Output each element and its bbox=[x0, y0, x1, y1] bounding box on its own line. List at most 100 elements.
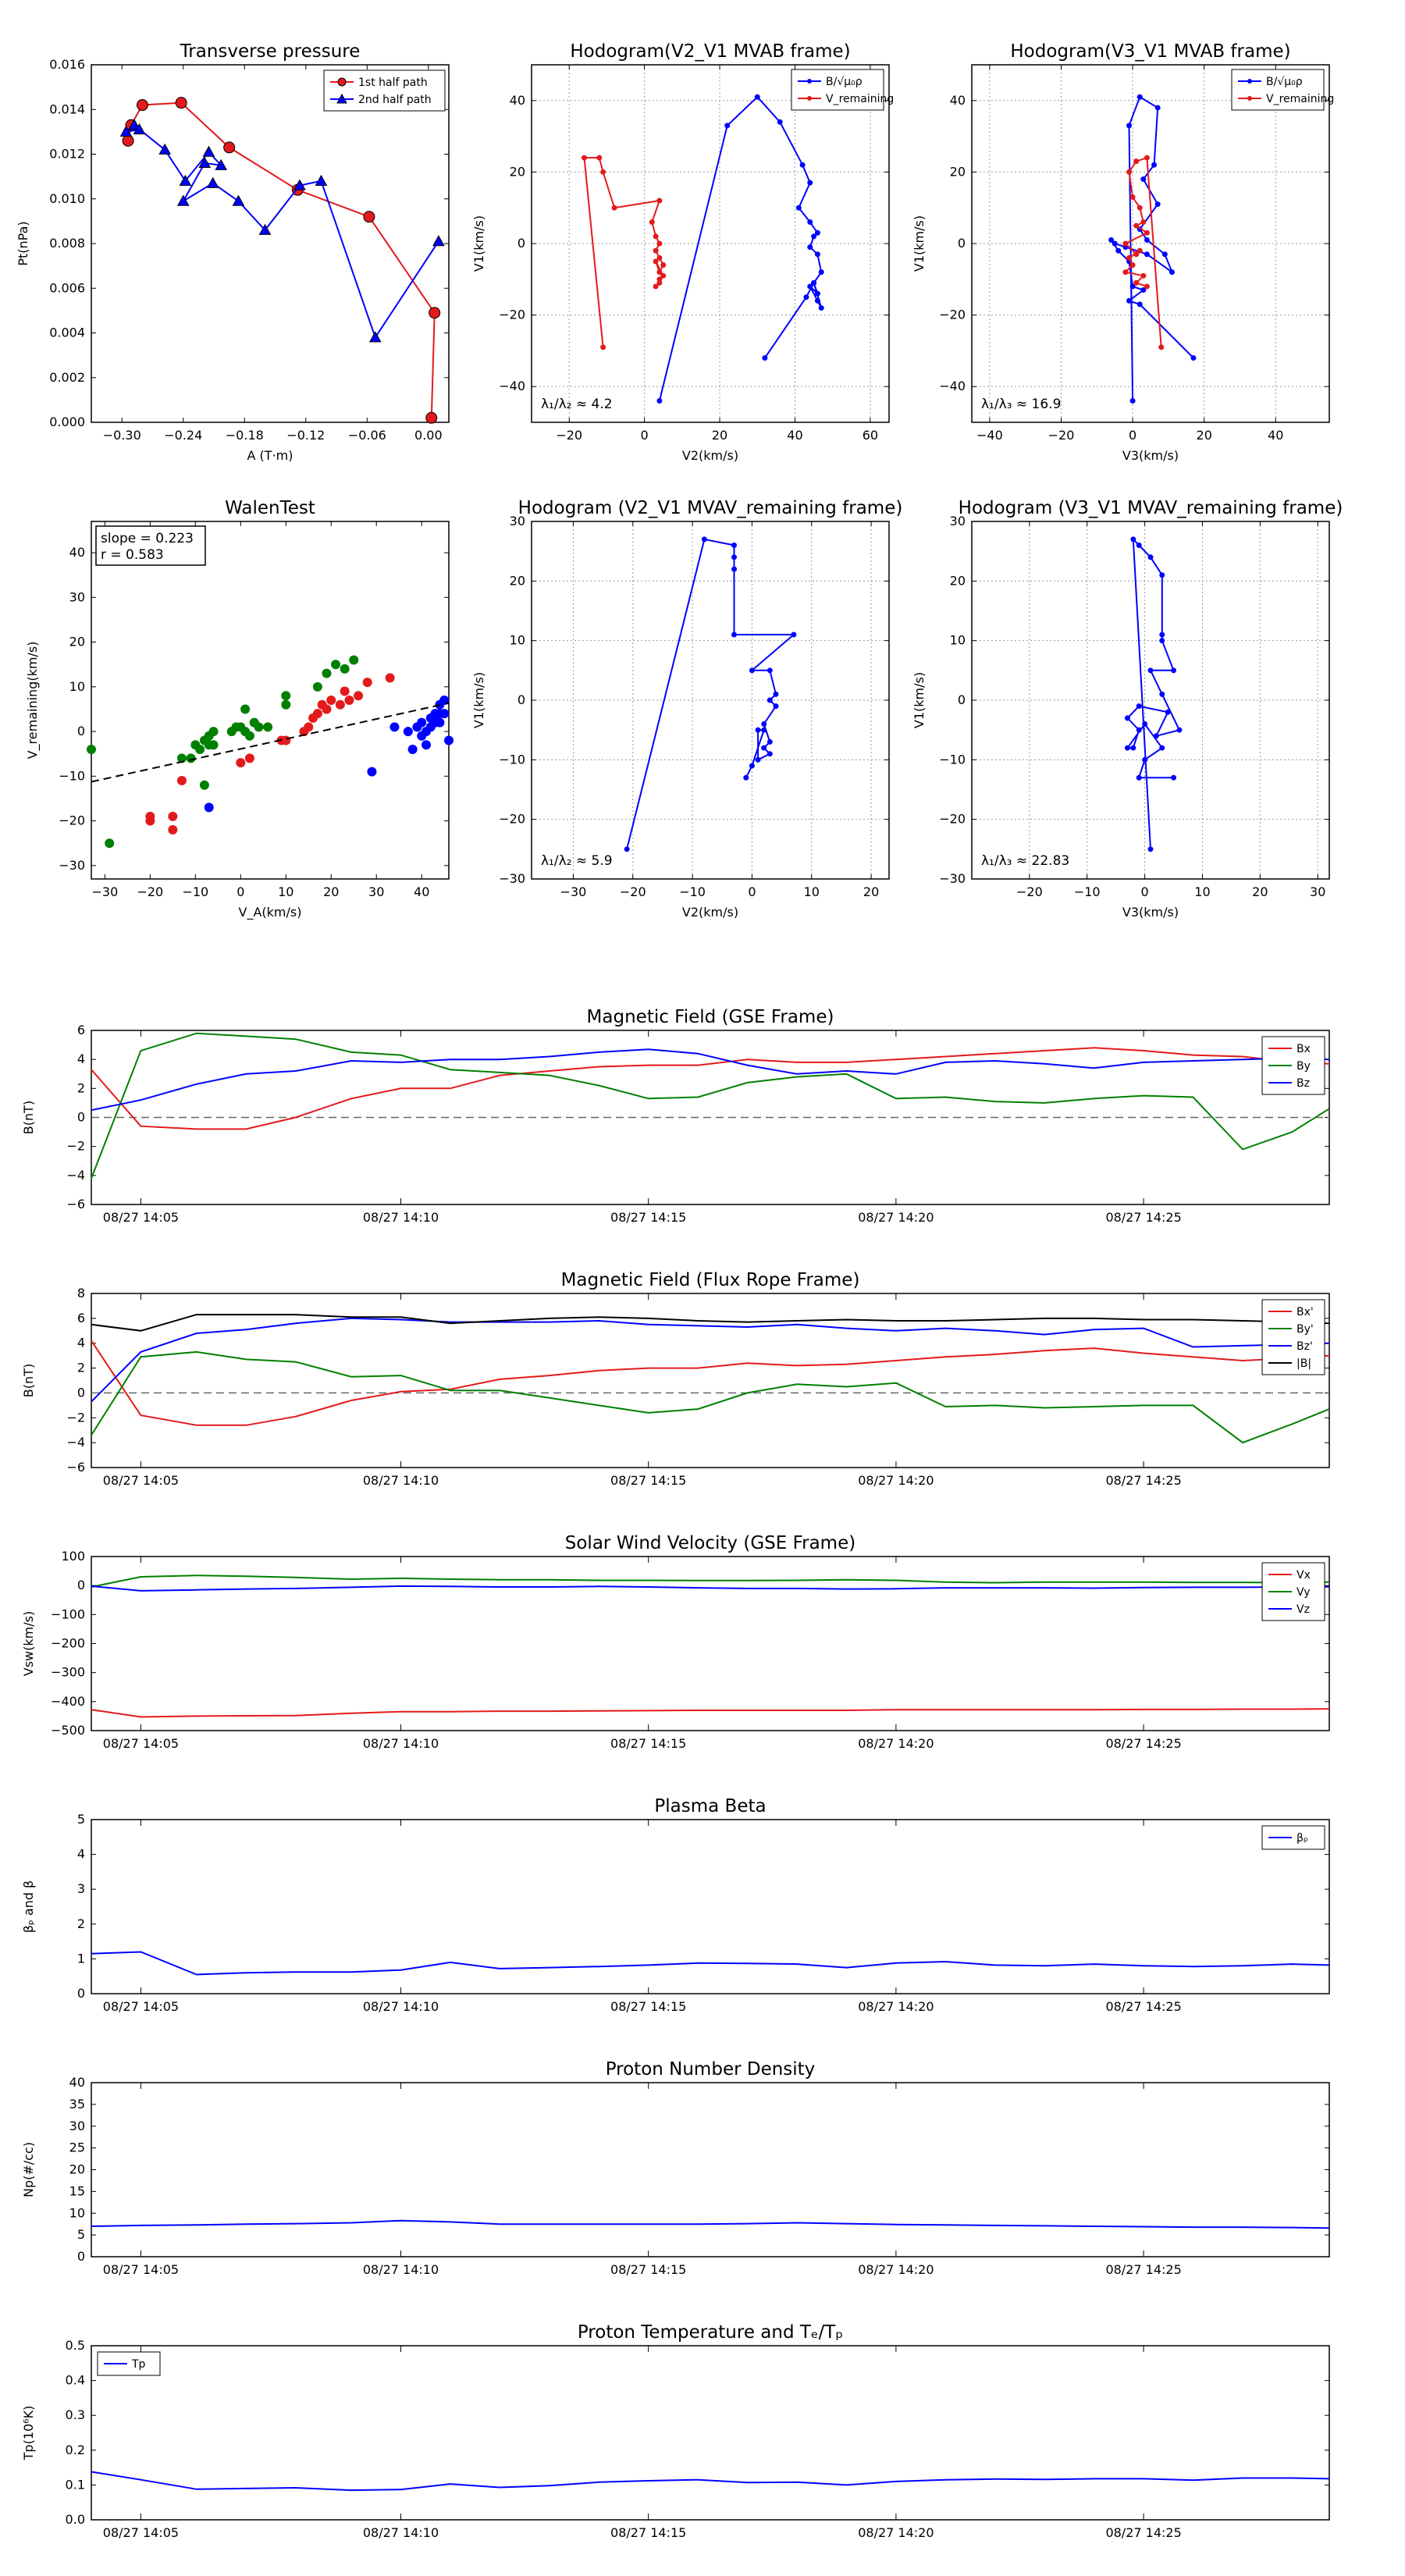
hodo2-point-B bbox=[1129, 283, 1136, 290]
tp-series-2nd-half bbox=[123, 124, 439, 340]
tp-ytick-label: 0.010 bbox=[49, 191, 85, 206]
beta-ytick-label: 2 bbox=[77, 1916, 85, 1931]
legend-label: Bx bbox=[1297, 1043, 1311, 1055]
walen-point-green bbox=[263, 722, 273, 732]
hodo2-point-B bbox=[1190, 355, 1197, 361]
walen-point-blue bbox=[439, 696, 450, 705]
tp2-ytick-label: 0.5 bbox=[66, 2338, 85, 2353]
walen-point-red bbox=[168, 811, 178, 821]
legend-label: 2nd half path bbox=[358, 94, 432, 106]
bfr-series-Bx' bbox=[91, 1340, 1330, 1426]
vsw-title: Solar Wind Velocity (GSE Frame) bbox=[565, 1533, 855, 1553]
legend-label: Vz bbox=[1297, 1603, 1310, 1616]
hodo4-ytick-label: 0 bbox=[958, 692, 966, 707]
legend-label: By bbox=[1297, 1060, 1311, 1073]
walen-point-green bbox=[87, 744, 96, 754]
hodo1-point-B bbox=[803, 294, 809, 301]
hodo2-point-V bbox=[1133, 279, 1140, 286]
hodo1-xlabel: V2(km/s) bbox=[682, 448, 738, 463]
tp-point-1st-half bbox=[136, 99, 148, 112]
hodo1-point-V bbox=[653, 247, 659, 254]
bfr-frame bbox=[91, 1293, 1330, 1468]
hodo2-point-V bbox=[1144, 155, 1150, 161]
vsw-ytick-label: −300 bbox=[51, 1665, 85, 1680]
hodo1-point-V bbox=[600, 344, 606, 350]
hodo2-point-B bbox=[1136, 94, 1143, 100]
np-axes: 0 5 10 15 20 25 30 35 40 Proton Number Density Np(… bbox=[21, 2059, 1330, 2277]
hodo1-point-V bbox=[656, 197, 663, 204]
beta-time-label: 08/27 14:20 bbox=[858, 1999, 934, 2014]
legend-label: Bz bbox=[1297, 1077, 1310, 1090]
hodo1-point-B bbox=[818, 269, 824, 276]
beta-frame bbox=[91, 1819, 1330, 1994]
hodo3-point-B bbox=[761, 727, 767, 733]
walen-axes: −30 −20 −10 0 10 20 30 40 −30 −20 −10 0 10 20 30 40 Wale… bbox=[25, 498, 454, 920]
hodo2-point-V bbox=[1136, 205, 1143, 211]
hodo4-ratio-label: λ₁/λ₃ ≈ 22.83 bbox=[981, 853, 1069, 869]
hodo1-title: Hodogram(V2_V1 MVAB frame) bbox=[570, 41, 850, 62]
bgse-title: Magnetic Field (GSE Frame) bbox=[587, 1007, 834, 1027]
hodo4-point-B bbox=[1136, 703, 1142, 710]
legend-label: Bx' bbox=[1297, 1306, 1314, 1318]
beta-title: Plasma Beta bbox=[654, 1796, 766, 1816]
walen-point-blue bbox=[439, 709, 450, 719]
vsw-ytick-label: −200 bbox=[51, 1636, 85, 1651]
bgse-series-By bbox=[91, 1032, 1330, 1179]
tp-point-2nd-half bbox=[368, 331, 382, 343]
hodo3-point-B bbox=[761, 745, 767, 751]
walen-xtick-label: 10 bbox=[278, 884, 293, 899]
tp-ytick-label: 0.004 bbox=[49, 326, 85, 340]
hodo1-point-V bbox=[653, 233, 659, 240]
hodo2-point-B bbox=[1112, 240, 1118, 247]
vsw-ytick-label: 100 bbox=[61, 1549, 85, 1564]
hodo3-point-B bbox=[731, 554, 738, 560]
tp-xtick-label: −0.12 bbox=[286, 428, 325, 443]
hodo4-point-B bbox=[1176, 727, 1183, 733]
vsw-series-Vx bbox=[91, 1708, 1330, 1718]
walen-point-green bbox=[244, 731, 254, 741]
hodo2-point-B bbox=[1126, 123, 1133, 129]
walen-point-red bbox=[304, 722, 314, 732]
bgse-ytick-label: 0 bbox=[77, 1110, 85, 1125]
walen-xtick-label: 0 bbox=[237, 884, 244, 899]
legend-label: V_remaining bbox=[826, 93, 894, 105]
tp-point-1st-half bbox=[122, 134, 134, 147]
hodo2-point-B bbox=[1161, 251, 1168, 258]
bfr-title: Magnetic Field (Flux Rope Frame) bbox=[561, 1270, 860, 1290]
hodo4-ytick-label: −10 bbox=[939, 752, 966, 767]
tp2-time-label: 08/27 14:15 bbox=[610, 2525, 686, 2540]
walen-xtick-label: 20 bbox=[323, 884, 339, 899]
bgse-ytick-label: −2 bbox=[66, 1139, 85, 1154]
bfr-time-label: 08/27 14:15 bbox=[610, 1473, 686, 1488]
tp-point-2nd-half bbox=[206, 176, 219, 188]
tp-ytick-label: 0.006 bbox=[49, 280, 85, 295]
np-ytick-label: 35 bbox=[69, 2097, 85, 2112]
hodo1-point-V bbox=[660, 272, 667, 279]
tp-point-1st-half bbox=[425, 411, 438, 424]
hodo3-ytick-label: 10 bbox=[510, 633, 525, 648]
bgse-ylabel: B(nT) bbox=[21, 1101, 36, 1134]
hodo2-xtick-label: −20 bbox=[1048, 428, 1075, 443]
legend-label: By' bbox=[1297, 1323, 1314, 1336]
walen-point-red bbox=[322, 704, 332, 714]
walen-point-green bbox=[312, 681, 322, 692]
hodo2-axes: −40 −20 0 20 40 −40 −20 0 20 40 Hodogram(V3_V1 MVA… bbox=[912, 41, 1334, 463]
walen-ytick-label: 0 bbox=[77, 724, 85, 738]
walen-point-red bbox=[176, 776, 187, 786]
walen-r-label: r = 0.583 bbox=[101, 547, 164, 563]
walen-ytick-label: −20 bbox=[59, 813, 85, 828]
hodo1-point-V bbox=[656, 254, 663, 261]
legend-marker bbox=[1247, 79, 1252, 84]
beta-ytick-label: 0 bbox=[77, 1986, 85, 2001]
hodo3-frame bbox=[531, 521, 890, 880]
hodo1-point-V bbox=[653, 283, 659, 290]
walen-point-green bbox=[199, 780, 209, 790]
tp-xlabel: A (T·m) bbox=[247, 448, 293, 463]
walen-point-blue bbox=[403, 727, 413, 737]
hodo1-ytick-label: 20 bbox=[510, 164, 525, 179]
walen-point-red bbox=[340, 686, 350, 696]
hodo4-point-B bbox=[1136, 727, 1142, 733]
hodo3-point-B bbox=[731, 632, 738, 638]
legend-label: Vx bbox=[1297, 1569, 1311, 1582]
